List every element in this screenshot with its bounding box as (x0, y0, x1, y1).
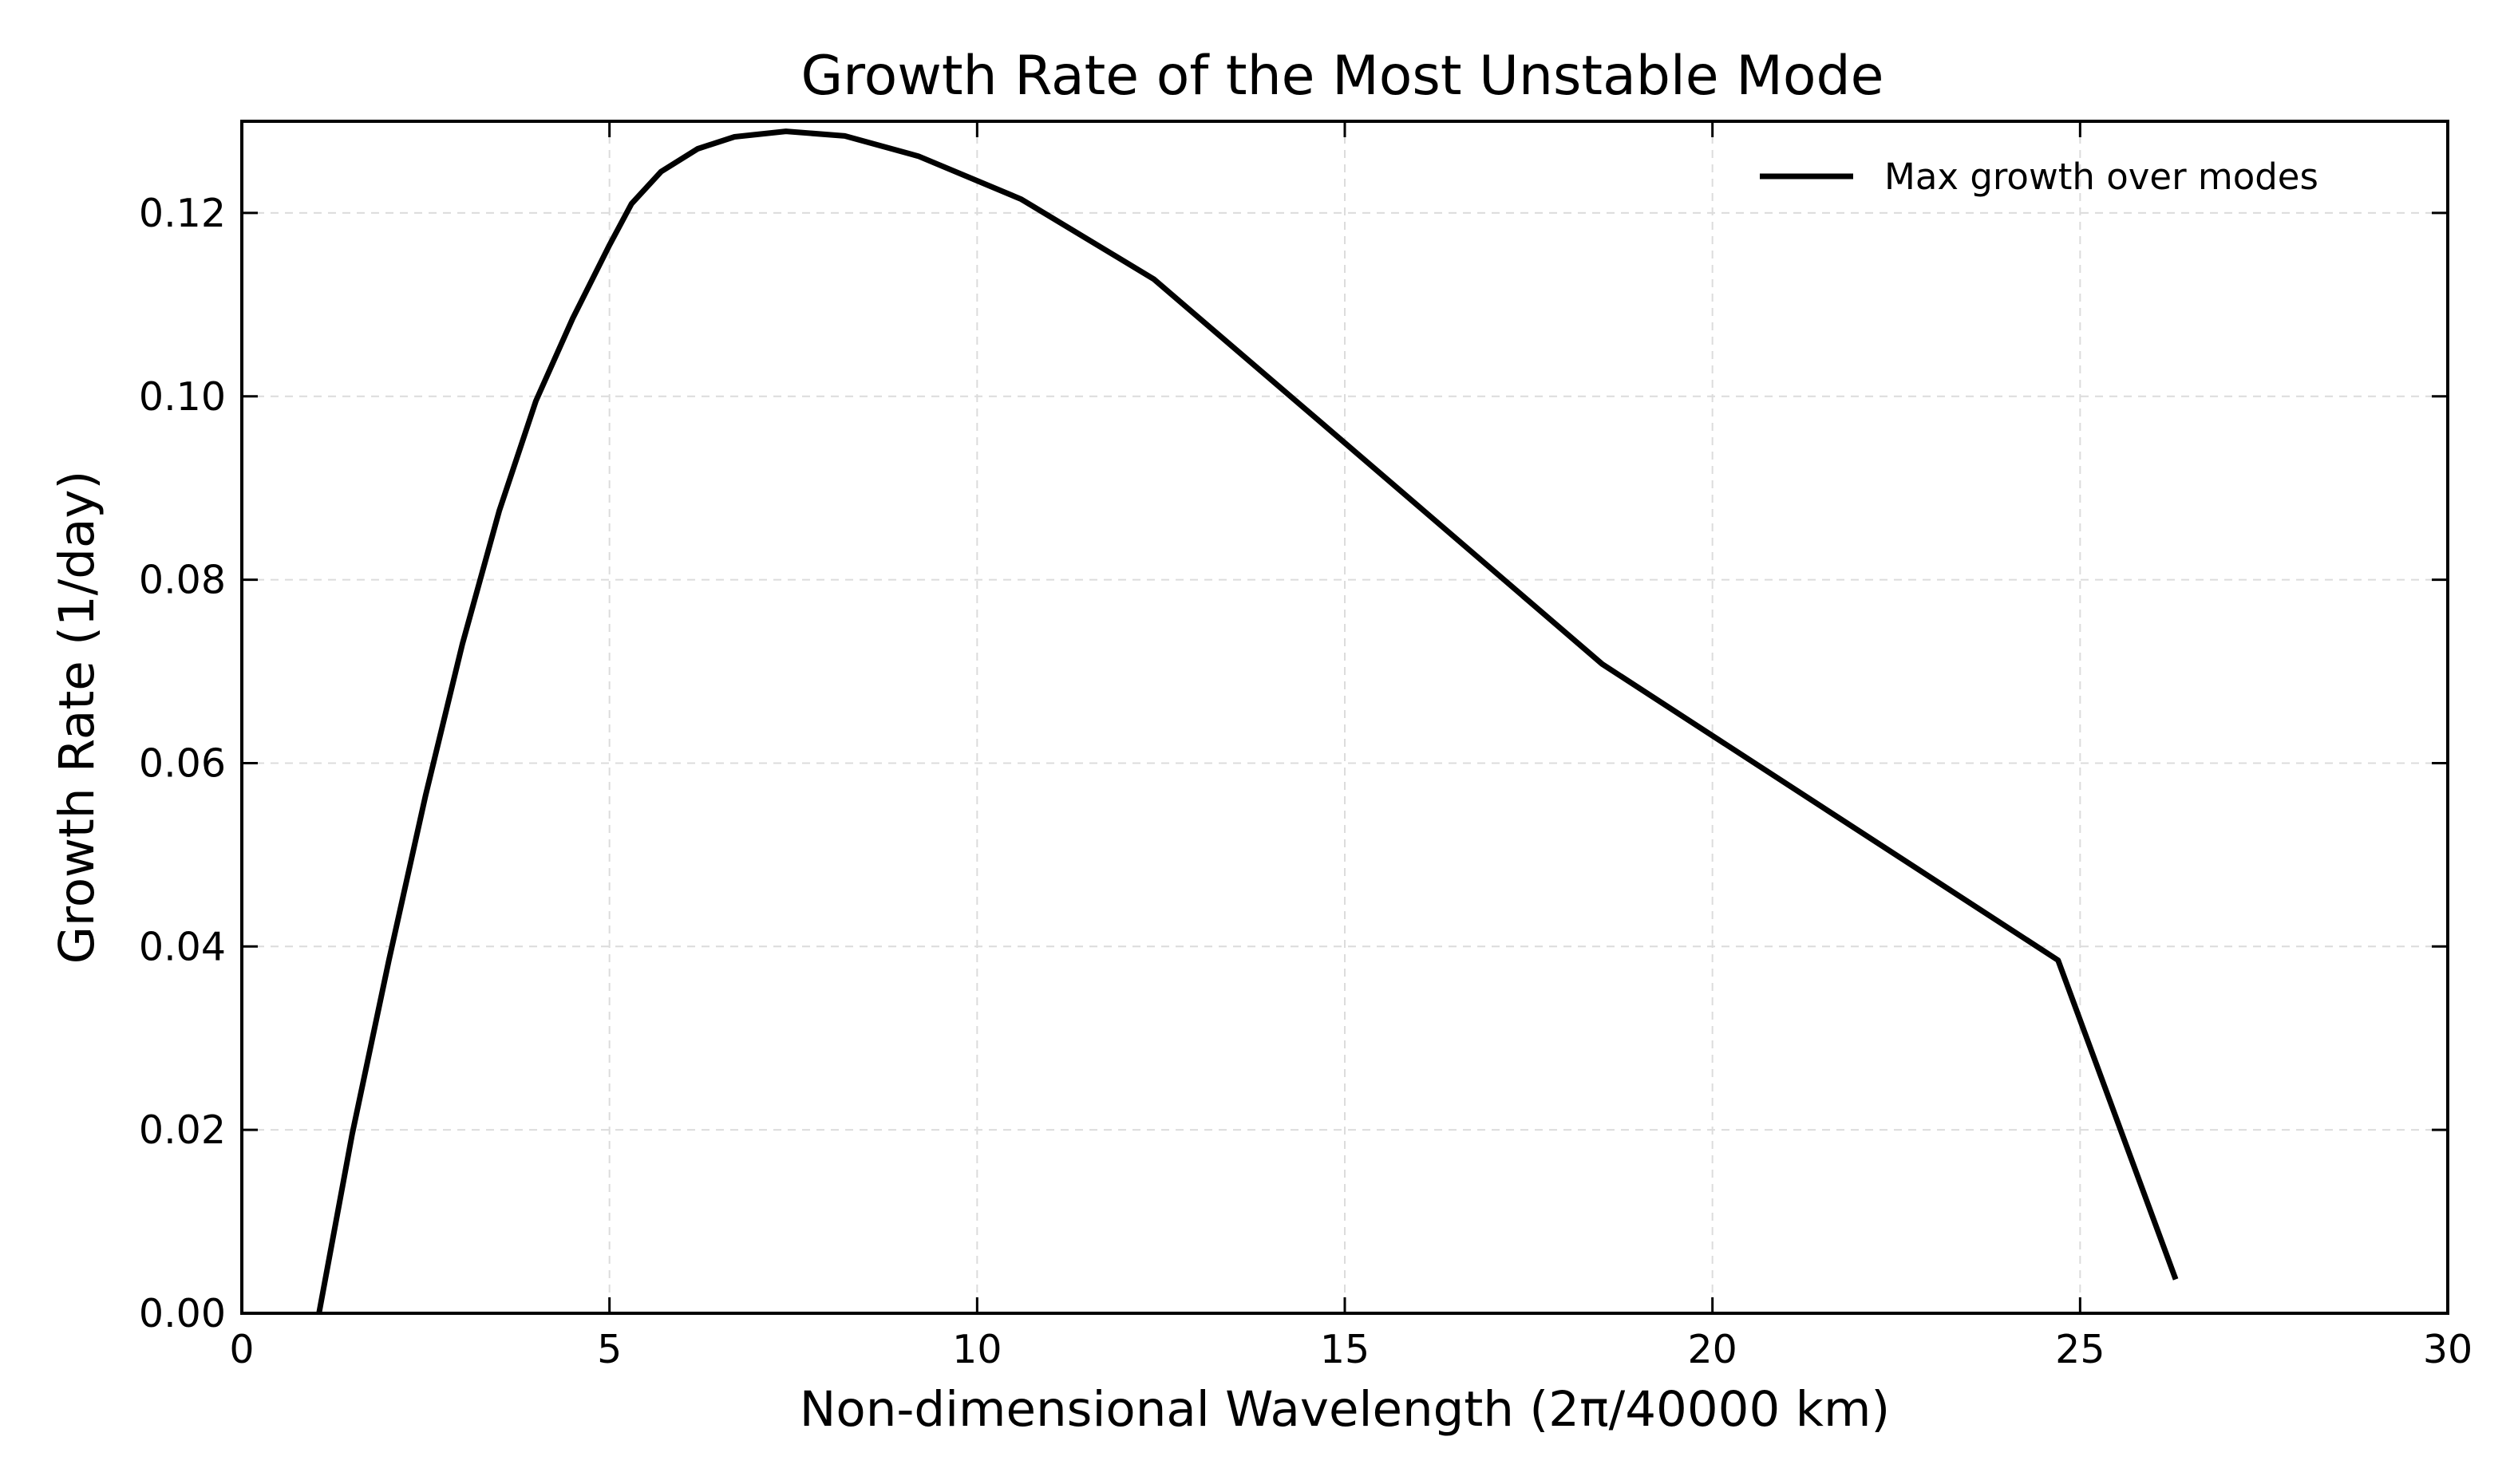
legend-label-max-growth: Max growth over modes (1884, 156, 2318, 198)
x-tick-label: 15 (1320, 1327, 1370, 1372)
chart-title: Growth Rate of the Most Unstable Mode (800, 45, 1884, 108)
legend: Max growth over modes (1760, 156, 2318, 198)
y-tick-label: 0.04 (139, 924, 226, 969)
x-axis-label: Non-dimensional Wavelength (2π/40000 km) (800, 1381, 1890, 1438)
x-tick-label: 25 (2055, 1327, 2105, 1372)
plot-frame (240, 120, 2449, 1315)
series-layer (316, 128, 2179, 1314)
x-tick-label: 10 (952, 1327, 1002, 1372)
y-axis-label: Growth Rate (1/day) (49, 471, 105, 965)
y-tick-label: 0.00 (139, 1291, 226, 1336)
x-tick-label: 30 (2423, 1327, 2472, 1372)
x-tick-label: 0 (229, 1327, 254, 1372)
x-tick-label: 20 (1687, 1327, 1737, 1372)
tick-layer: 0 5 10 15 20 25 30 0.00 0.02 0.04 0.06 0.08 0.10 0.12 (139, 121, 2472, 1372)
y-tick-label: 0.08 (139, 558, 226, 603)
x-tick-label: 5 (597, 1327, 622, 1372)
y-tick-label: 0.10 (139, 374, 226, 420)
y-tick-label: 0.02 (139, 1107, 226, 1153)
grid-layer (242, 121, 2448, 1313)
y-tick-label: 0.12 (139, 191, 226, 236)
y-tick-label: 0.06 (139, 740, 226, 786)
series-line-max-growth (316, 128, 2179, 1314)
